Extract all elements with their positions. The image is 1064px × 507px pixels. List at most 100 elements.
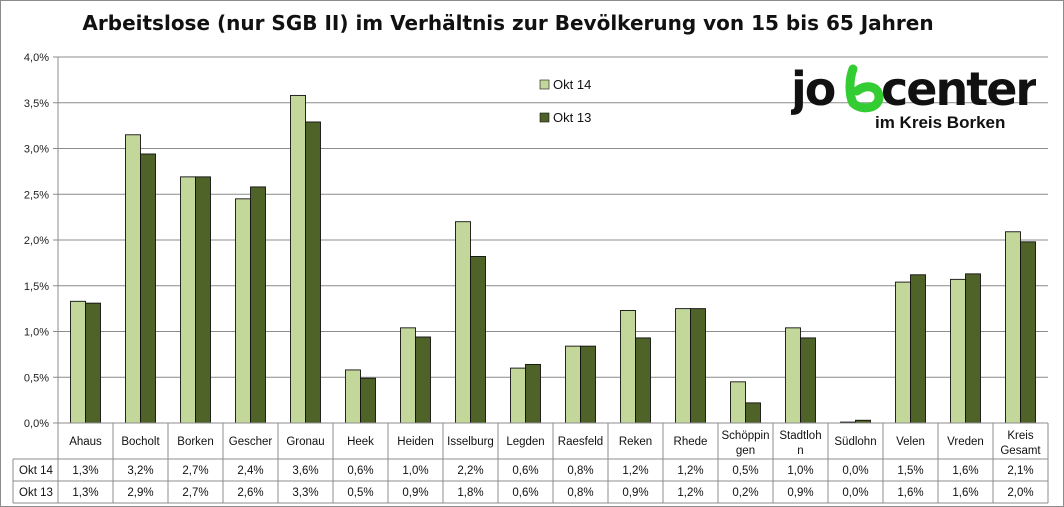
bar: [785, 327, 801, 424]
data-label: 0,5%: [347, 487, 373, 499]
y-tick-label: 4,0%: [24, 52, 49, 64]
y-tick-label: 3,0%: [24, 144, 49, 156]
category-label: Heiden: [397, 436, 433, 448]
bar: [730, 381, 746, 424]
data-label: 2,7%: [182, 465, 208, 477]
category-label: Südlohn: [834, 436, 876, 448]
bar: [895, 281, 911, 424]
bar: [345, 369, 361, 424]
data-label: 0,9%: [622, 487, 648, 499]
y-tick-label: 0,5%: [24, 372, 49, 384]
category-label: Heek: [347, 436, 374, 448]
data-label: 1,3%: [72, 487, 98, 499]
bar: [620, 310, 636, 424]
bar: [675, 308, 691, 424]
bar: [565, 345, 581, 424]
category-label: Legden: [506, 436, 544, 448]
data-label: 2,1%: [1007, 465, 1033, 477]
data-label: 1,0%: [787, 465, 813, 477]
legend: Okt 14 Okt 13: [539, 77, 591, 125]
bar: [580, 345, 596, 424]
jobcenter-logo-mark: jo center im Kreis Borken: [791, 62, 1036, 132]
logo-subtitle: im Kreis Borken: [875, 113, 1005, 132]
bar: [180, 176, 196, 424]
bar: [1020, 241, 1036, 424]
logo-word-post: center: [881, 62, 1036, 116]
y-tick-label: 2,0%: [24, 235, 49, 247]
data-label: 0,8%: [567, 465, 593, 477]
bar: [195, 176, 211, 424]
legend-label: Okt 14: [553, 77, 591, 92]
legend-swatch: [539, 112, 550, 123]
data-label: 1,6%: [897, 487, 923, 499]
y-tick-label: 3,5%: [24, 98, 49, 110]
category-label: gen: [736, 445, 755, 457]
bar: [235, 198, 251, 424]
data-label: 1,2%: [677, 487, 703, 499]
data-label: 0,2%: [732, 487, 758, 499]
category-label: Reken: [619, 436, 652, 448]
bar: [250, 186, 266, 424]
category-label: Vreden: [947, 436, 984, 448]
bar: [910, 274, 926, 424]
category-label: Ahaus: [69, 436, 102, 448]
logo-b-mark: [845, 64, 884, 113]
data-label: 2,2%: [457, 465, 483, 477]
data-label: 2,0%: [1007, 487, 1033, 499]
bar: [125, 134, 141, 424]
bar: [690, 308, 706, 424]
y-tick-label: 1,5%: [24, 281, 49, 293]
bar: [470, 256, 486, 424]
legend-swatch: [539, 79, 550, 90]
data-label: 0,0%: [842, 465, 868, 477]
bar: [1005, 231, 1021, 424]
data-label: 1,2%: [677, 465, 703, 477]
category-label: Kreis: [1007, 430, 1033, 442]
table-row-label: Okt 13: [19, 487, 53, 499]
category-label: Raesfeld: [558, 436, 603, 448]
table-row-label: Okt 14: [19, 465, 53, 477]
chart-title: Arbeitslose (nur SGB II) im Verhältnis z…: [82, 11, 934, 35]
bar: [140, 153, 156, 424]
bar: [360, 377, 376, 424]
data-label: 1,6%: [952, 465, 978, 477]
category-label: Schöppin: [722, 430, 770, 442]
y-tick-label: 0,0%: [24, 418, 49, 430]
data-label: 3,3%: [292, 487, 318, 499]
category-label: Gescher: [229, 436, 273, 448]
bar: [950, 278, 966, 424]
bar: [455, 221, 471, 424]
category-label: Stadtloh: [779, 430, 821, 442]
data-label: 1,6%: [952, 487, 978, 499]
y-axis: 0,0% 0,5% 1,0% 1,5% 2,0% 2,5% 3,0% 3,5% 4,0%: [24, 52, 59, 430]
bar: [290, 94, 306, 424]
data-label: 1,8%: [457, 487, 483, 499]
category-label: n: [797, 445, 803, 457]
category-label: Gronau: [286, 436, 324, 448]
data-label: 2,9%: [127, 487, 153, 499]
bar: [305, 121, 321, 424]
data-label: 3,6%: [292, 465, 318, 477]
data-label: 0,6%: [512, 487, 538, 499]
data-label: 0,9%: [787, 487, 813, 499]
bar: [510, 367, 526, 424]
logo-word-pre: jo: [791, 62, 835, 116]
category-label: Rhede: [674, 436, 708, 448]
data-label: 0,9%: [402, 487, 428, 499]
bar: [745, 402, 761, 424]
y-tick-label: 1,0%: [24, 327, 49, 339]
data-label: 0,8%: [567, 487, 593, 499]
y-tick-label: 2,5%: [24, 189, 49, 201]
category-label: Borken: [177, 436, 213, 448]
data-label: 2,7%: [182, 487, 208, 499]
data-label: 3,2%: [127, 465, 153, 477]
data-label: 1,3%: [72, 465, 98, 477]
bar: [525, 363, 541, 424]
data-label: 0,6%: [347, 465, 373, 477]
data-table: Ahaus Bocholt Borken Gescher Gronau Heek Heide…: [12, 422, 1049, 504]
data-label: 1,5%: [897, 465, 923, 477]
data-label: 0,6%: [512, 465, 538, 477]
bar: [800, 337, 816, 424]
